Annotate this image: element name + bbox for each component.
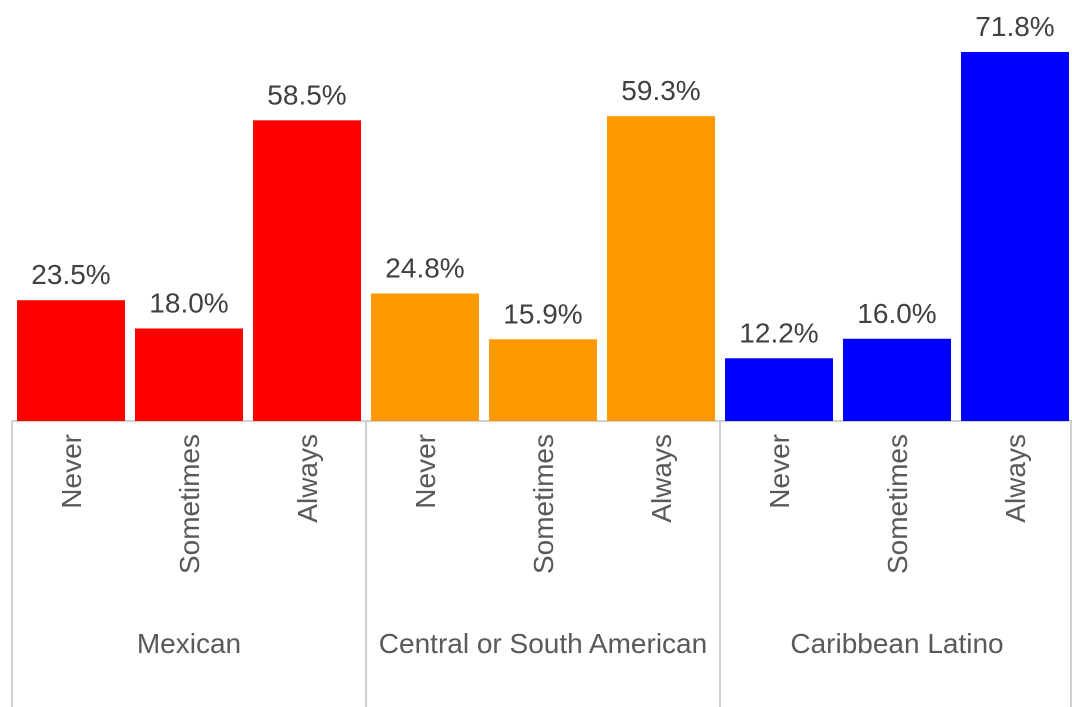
group-label: Mexican bbox=[136, 628, 242, 659]
x-tick-label: Never bbox=[764, 434, 795, 509]
value-label: 59.3% bbox=[621, 75, 700, 106]
value-label: 58.5% bbox=[267, 79, 346, 110]
bar bbox=[961, 51, 1069, 422]
x-tick-label: Always bbox=[646, 434, 677, 523]
value-label: 71.8% bbox=[975, 11, 1054, 42]
bar bbox=[843, 338, 951, 421]
x-tick-label: Never bbox=[56, 434, 87, 509]
x-tick-label: Always bbox=[292, 434, 323, 523]
value-label: 18.0% bbox=[149, 287, 228, 318]
bar bbox=[725, 358, 833, 421]
value-label: 12.2% bbox=[739, 317, 818, 348]
bar bbox=[135, 328, 243, 421]
bar bbox=[253, 120, 361, 421]
bar bbox=[607, 116, 715, 421]
group-label: Central or South American bbox=[378, 628, 708, 659]
x-tick-label: Sometimes bbox=[882, 434, 913, 574]
value-label: 24.8% bbox=[385, 253, 464, 284]
x-tick-label: Sometimes bbox=[174, 434, 205, 574]
group-label: Caribbean Latino bbox=[790, 628, 1004, 659]
value-label: 16.0% bbox=[857, 298, 936, 329]
value-label: 23.5% bbox=[31, 259, 110, 290]
bar bbox=[371, 293, 479, 421]
value-label: 15.9% bbox=[503, 298, 582, 329]
bar bbox=[489, 339, 597, 421]
x-tick-label: Always bbox=[1000, 434, 1031, 523]
x-tick-label: Sometimes bbox=[528, 434, 559, 574]
x-tick-label: Never bbox=[410, 434, 441, 509]
bar bbox=[17, 300, 125, 421]
